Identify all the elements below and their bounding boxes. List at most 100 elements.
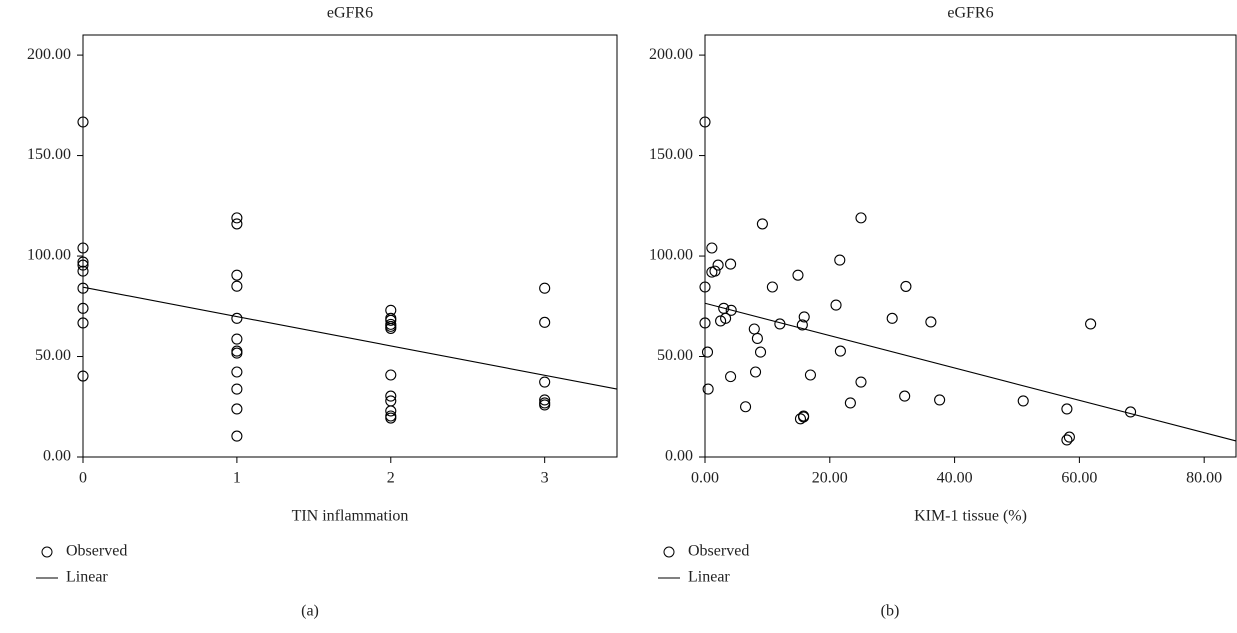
observed-point	[77, 242, 89, 254]
observed-point	[385, 405, 397, 417]
observed-point	[712, 259, 724, 271]
observed-point	[804, 369, 817, 381]
observed-point	[231, 218, 243, 230]
x-tick-label: 0.00	[691, 470, 719, 487]
x-tick-label: 40.00	[937, 470, 973, 487]
chart-title: eGFR6	[947, 5, 993, 22]
observed-point	[77, 116, 89, 128]
y-tick-label: 100.00	[27, 247, 71, 264]
observed-point	[231, 366, 243, 378]
observed-point	[886, 312, 898, 324]
observed-point	[539, 282, 551, 294]
x-tick-label: 80.00	[1186, 470, 1222, 487]
observed-point	[1085, 318, 1097, 330]
observed-point	[702, 383, 714, 395]
legend-marker	[663, 546, 675, 558]
observed-point	[231, 333, 243, 345]
observed-point	[756, 218, 768, 230]
y-tick-label: 0.00	[665, 448, 693, 465]
y-tick-label: 100.00	[649, 247, 693, 264]
observed-point	[77, 302, 89, 314]
observed-point	[725, 258, 737, 270]
observed-point	[725, 304, 737, 316]
observed-point	[855, 376, 867, 388]
observed-point	[699, 281, 711, 293]
observed-point	[834, 254, 846, 266]
panel-label: (a)	[301, 603, 319, 620]
observed-point	[740, 401, 752, 413]
observed-point	[539, 394, 551, 406]
observed-point	[77, 256, 89, 268]
legend-label: Observed	[688, 543, 749, 560]
observed-point	[701, 346, 714, 358]
legend-label: Linear	[688, 569, 730, 586]
y-tick-label: 0.00	[43, 448, 71, 465]
observed-point	[798, 311, 810, 323]
observed-point	[231, 347, 243, 359]
x-tick-label: 0	[79, 470, 87, 487]
observed-point	[77, 370, 89, 382]
observed-point	[539, 376, 551, 388]
observed-point	[934, 394, 946, 406]
observed-point	[1063, 431, 1075, 443]
observed-point	[1061, 403, 1073, 415]
observed-point	[751, 332, 763, 344]
observed-point	[1061, 434, 1073, 446]
observed-point	[709, 265, 721, 277]
observed-point	[855, 212, 867, 224]
y-tick-label: 50.00	[35, 347, 71, 364]
observed-point	[748, 323, 760, 335]
observed-point	[385, 314, 397, 326]
observed-point	[539, 399, 551, 411]
fit-line	[704, 302, 1237, 442]
observed-point	[77, 259, 89, 271]
y-tick-label: 200.00	[27, 46, 71, 63]
observed-point	[749, 366, 762, 378]
plot-frame	[704, 34, 1237, 458]
observed-point	[231, 312, 243, 324]
x-tick-label: 2	[387, 470, 395, 487]
observed-point	[754, 346, 767, 358]
observed-point	[1017, 395, 1029, 407]
fit-line	[82, 286, 618, 390]
observed-point	[385, 369, 397, 381]
observed-point	[798, 410, 810, 422]
observed-point	[385, 390, 397, 402]
observed-point	[720, 312, 732, 324]
observed-point	[1124, 406, 1137, 418]
observed-point	[706, 242, 718, 254]
plot-frame	[82, 34, 618, 458]
x-tick-label: 3	[541, 470, 549, 487]
observed-point	[231, 430, 243, 442]
observed-point	[539, 316, 551, 328]
legend-label: Observed	[66, 543, 127, 560]
observed-point	[231, 280, 243, 292]
observed-point	[834, 345, 846, 357]
x-tick-label: 20.00	[812, 470, 848, 487]
x-axis-label: KIM-1 tissue (%)	[914, 508, 1027, 525]
observed-point	[385, 322, 397, 334]
x-axis-label: TIN inflammation	[292, 508, 409, 525]
observed-point	[844, 397, 856, 409]
observed-point	[899, 390, 911, 402]
observed-point	[231, 403, 243, 415]
observed-point	[830, 299, 842, 311]
observed-point	[231, 212, 243, 224]
observed-point	[792, 269, 804, 281]
x-tick-label: 60.00	[1061, 470, 1097, 487]
chart-title: eGFR6	[327, 5, 373, 22]
observed-point	[766, 281, 778, 293]
observed-point	[231, 269, 243, 281]
y-tick-label: 150.00	[27, 146, 71, 163]
observed-point	[77, 317, 89, 329]
observed-point	[796, 319, 808, 331]
y-tick-label: 200.00	[649, 46, 693, 63]
observed-point	[699, 116, 711, 128]
legend-marker	[41, 546, 53, 558]
y-tick-label: 150.00	[649, 146, 693, 163]
y-tick-label: 50.00	[657, 347, 693, 364]
panel-label: (b)	[881, 603, 900, 620]
observed-point	[699, 317, 711, 329]
observed-point	[725, 371, 737, 383]
